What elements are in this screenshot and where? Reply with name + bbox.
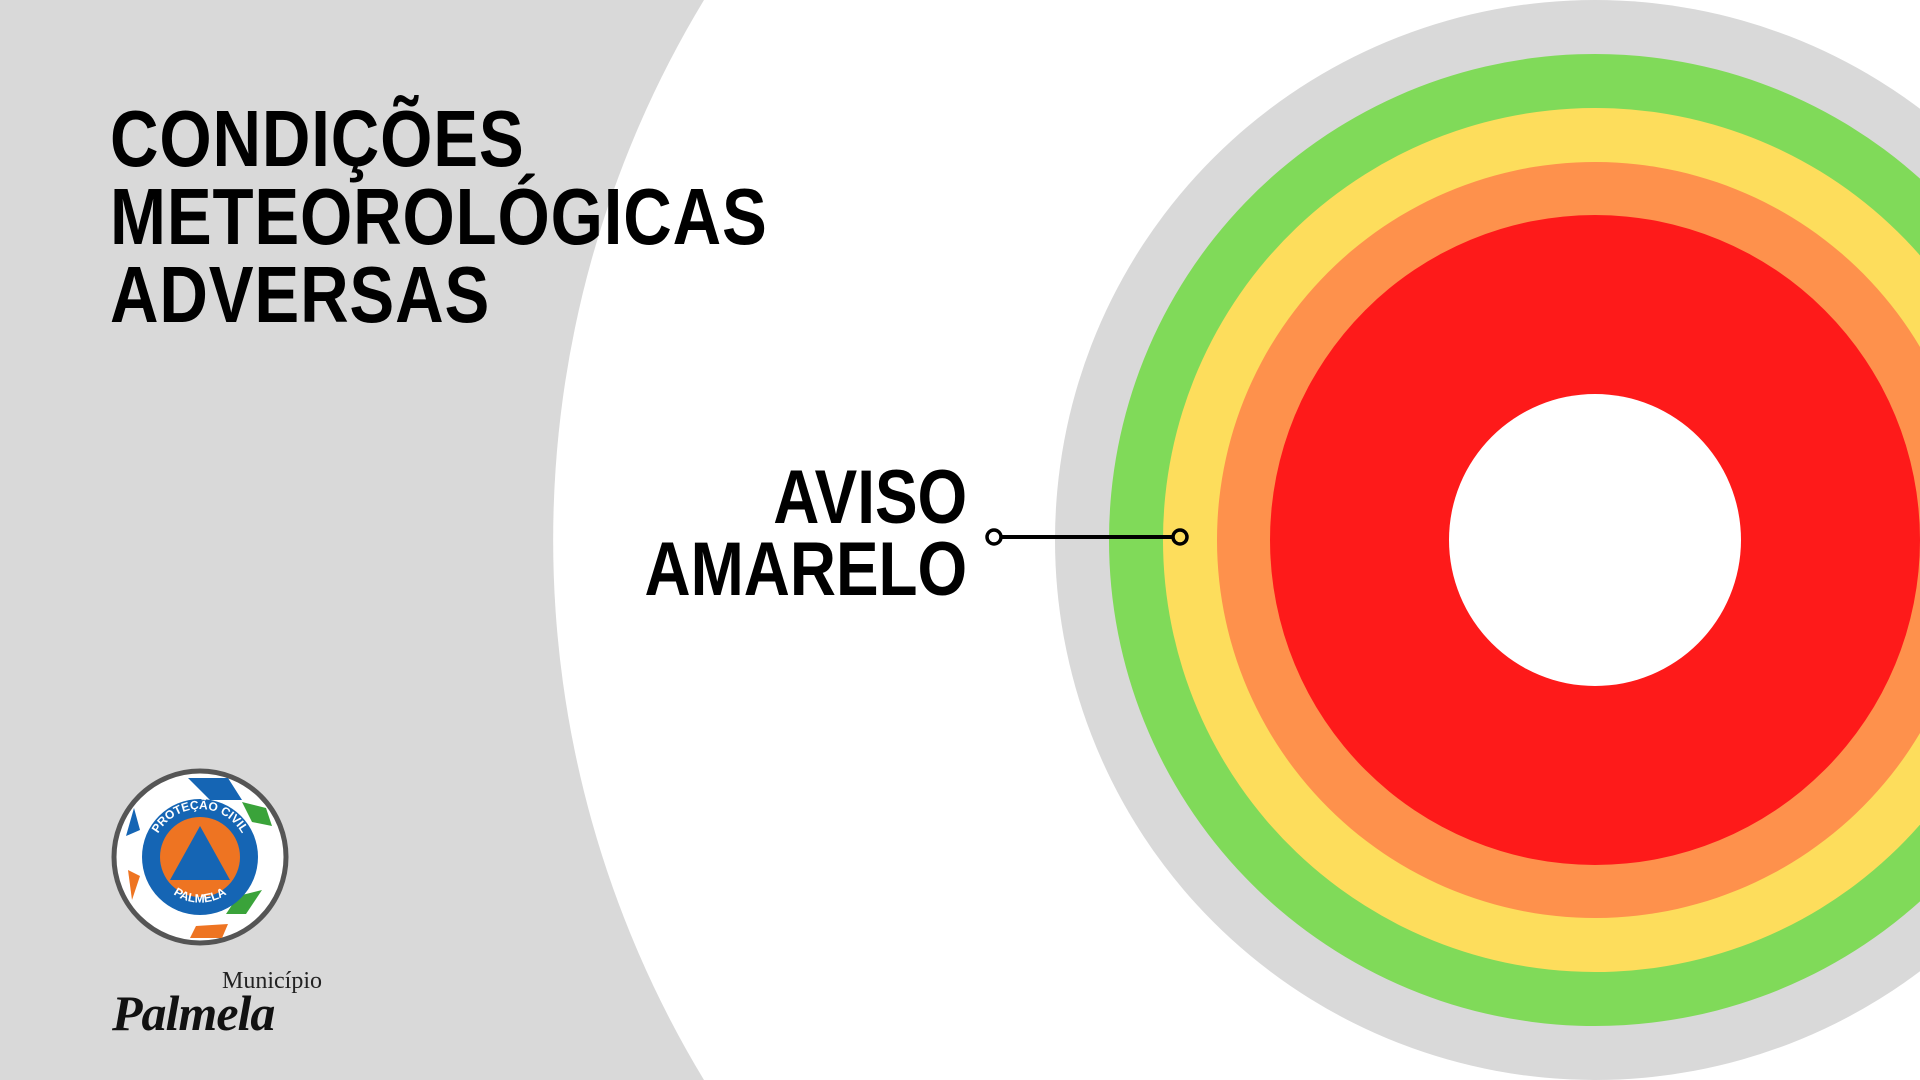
svg-text:PALMELA: PALMELA — [172, 884, 229, 905]
title-line: ADVERSAS — [110, 250, 491, 339]
warning-label: AVISO AMARELO — [644, 455, 967, 612]
ring-center — [1449, 394, 1741, 686]
logo-ring-text-bottom: PALMELA — [172, 884, 229, 905]
title-line: CONDIÇÕES — [110, 94, 525, 183]
connector-end-dot — [1171, 528, 1189, 546]
connector-start-dot — [985, 528, 1003, 546]
page-title: CONDIÇÕES METEOROLÓGICAS ADVERSAS — [110, 94, 768, 339]
municipio-label: Município — [222, 968, 322, 994]
protecao-civil-logo: PROTEÇÃO CIVIL PALMELA — [111, 768, 289, 946]
palmela-logo-text: Palmela — [112, 985, 275, 1041]
title-line: METEOROLÓGICAS — [110, 172, 768, 261]
warning-line: AMARELO — [644, 527, 967, 612]
warning-level-rings — [1055, 0, 1920, 1080]
warning-line: AVISO — [773, 455, 967, 540]
